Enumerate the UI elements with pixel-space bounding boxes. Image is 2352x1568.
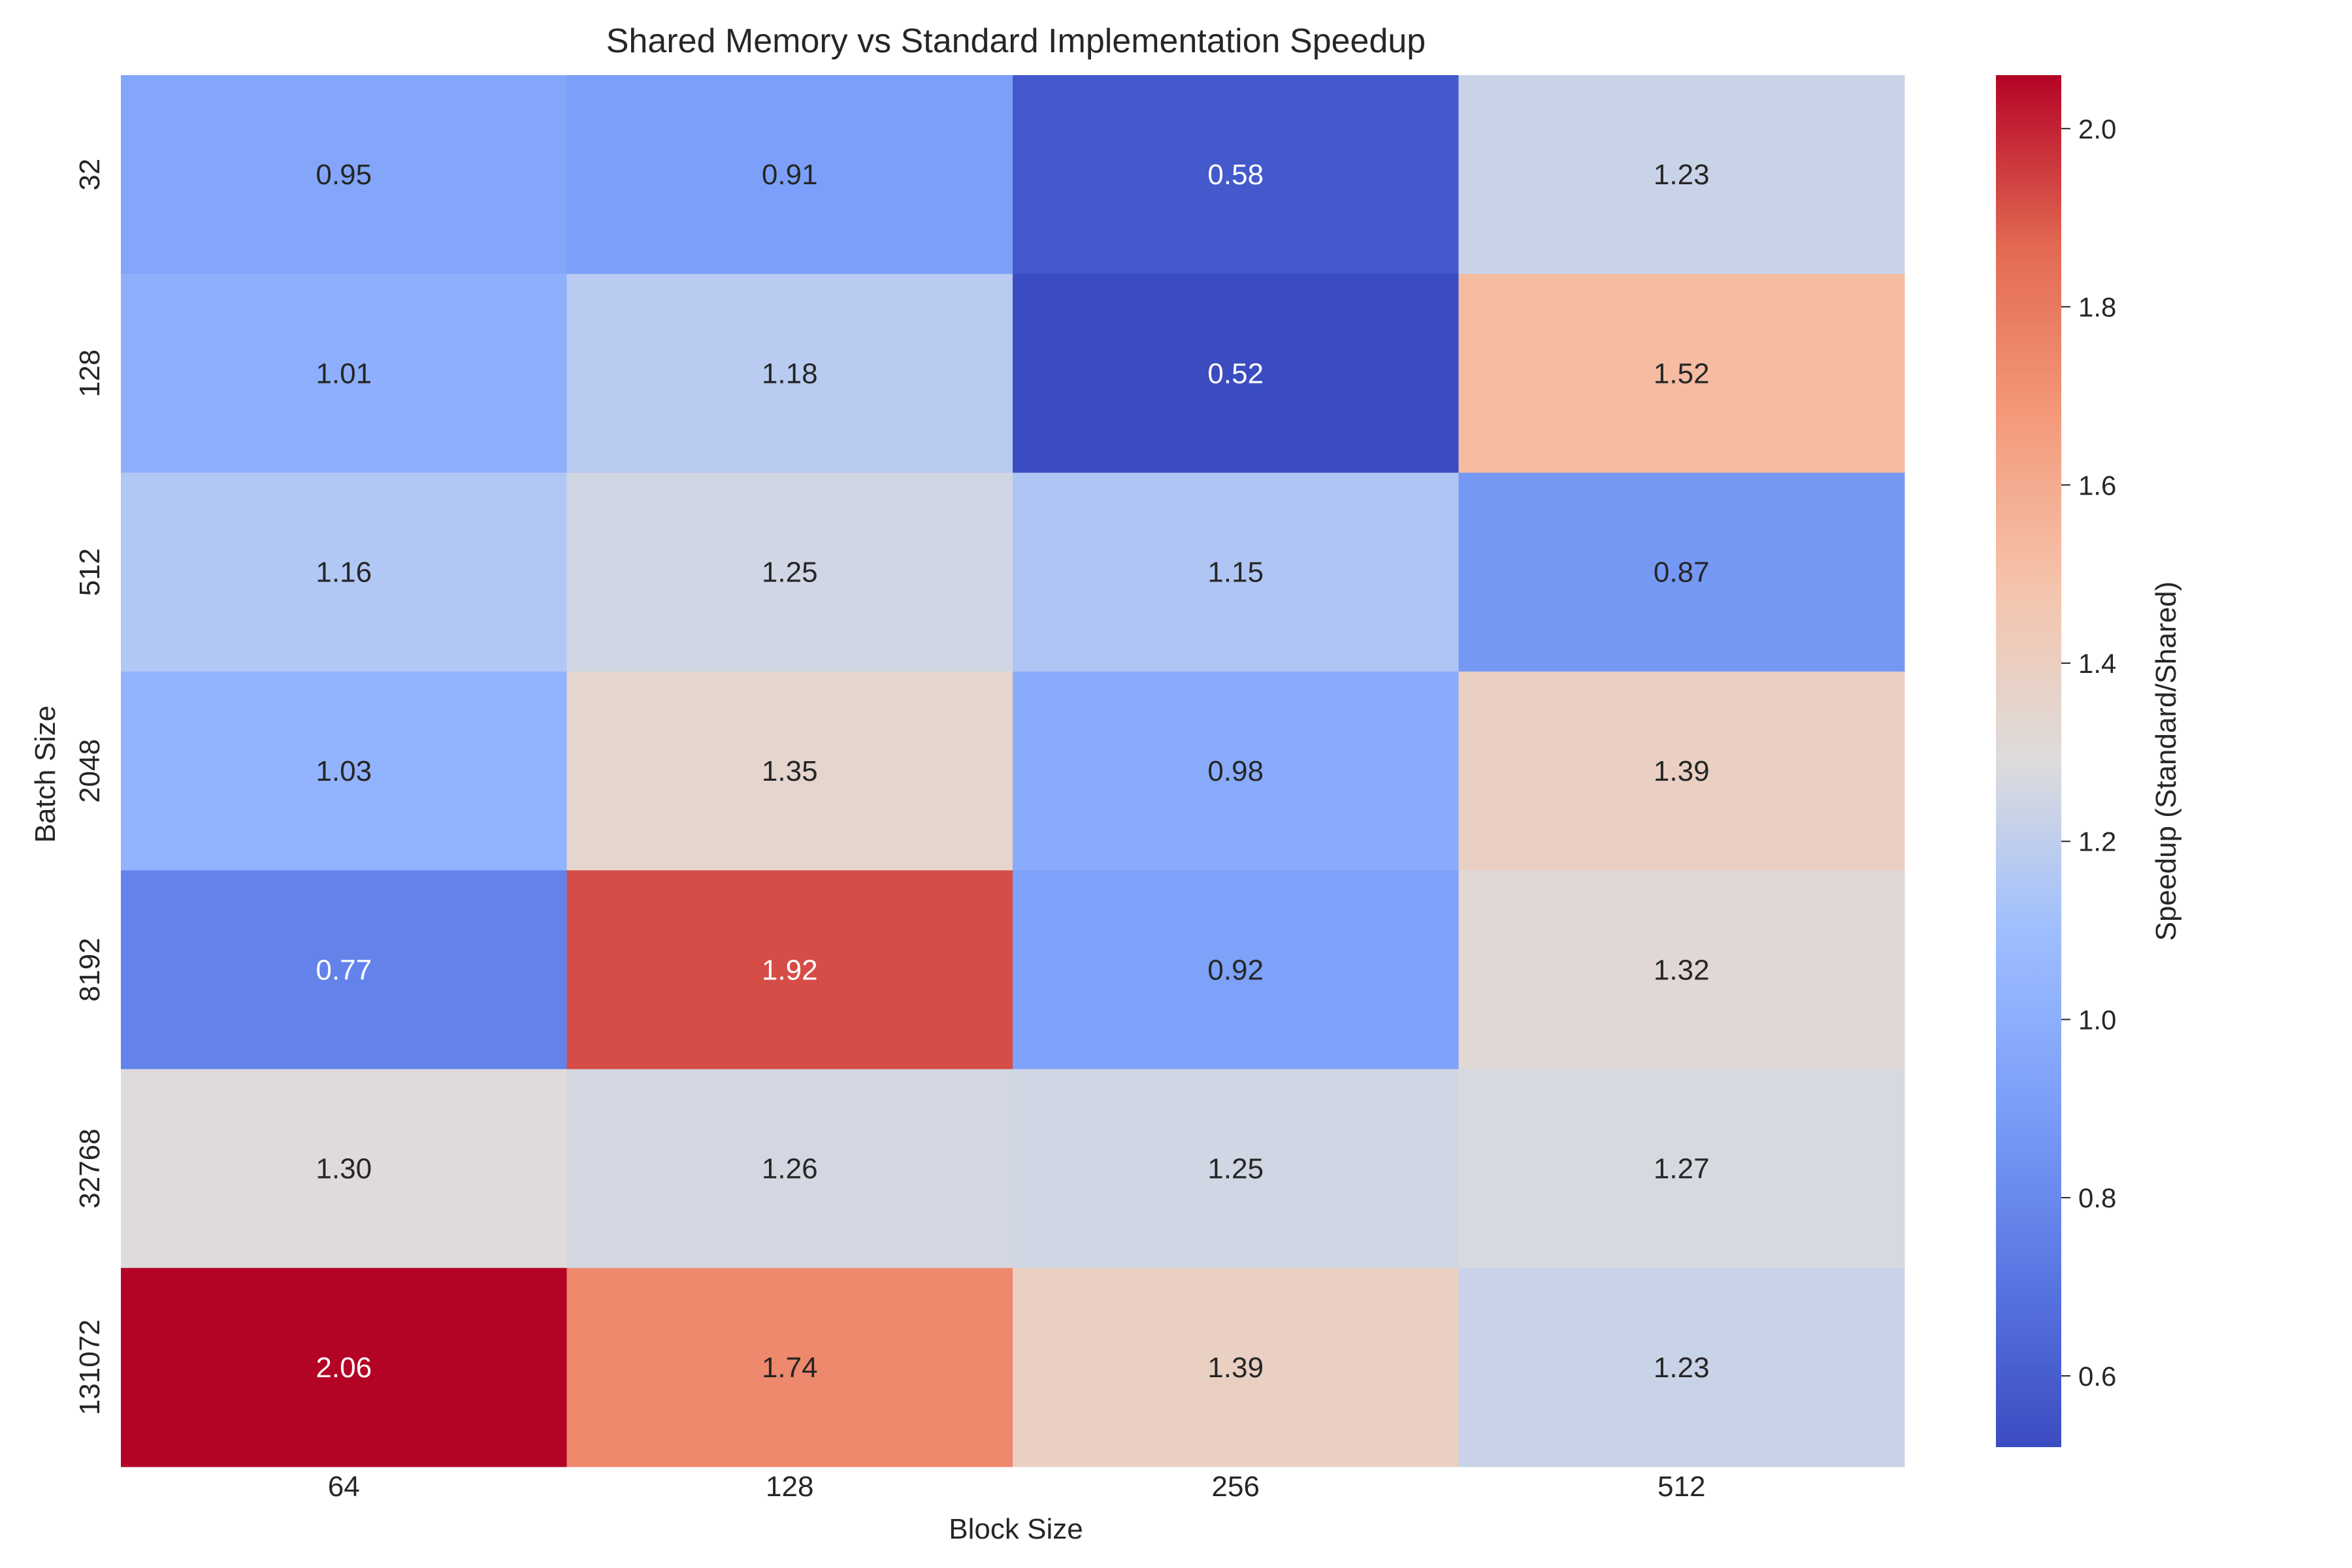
y-tick-label: 32768	[74, 1128, 106, 1208]
heatmap-cell	[566, 472, 1013, 672]
heatmap-cell	[566, 671, 1013, 871]
cell-value-label: 0.87	[1654, 557, 1710, 589]
cell-value-label: 1.03	[316, 755, 372, 787]
heatmap-cell	[121, 75, 567, 274]
x-axis-label: Block Size	[949, 1513, 1083, 1545]
cell-value-label: 0.77	[316, 954, 372, 986]
y-tick-label: 131072	[74, 1319, 106, 1415]
cell-value-label: 1.27	[1654, 1153, 1710, 1185]
cell-value-label: 1.25	[762, 557, 818, 589]
heatmap-cell	[121, 472, 567, 672]
colorbar-tick-label: 0.8	[2078, 1183, 2116, 1213]
heatmap-cell	[1013, 1069, 1459, 1269]
y-tick-label: 32	[74, 159, 106, 191]
cell-value-label: 0.98	[1207, 755, 1264, 787]
heatmap-cell	[1458, 472, 1905, 672]
heatmap-cells: 0.95 0.91 0.58 1.23 1.01 1.18 0.52 1.52 1.16 1.25…	[121, 75, 1905, 1467]
cell-value-label: 1.39	[1207, 1352, 1264, 1384]
colorbar-tick-label: 1.4	[2078, 648, 2116, 679]
cell-value-label: 1.39	[1654, 755, 1710, 787]
cell-value-label: 1.35	[762, 755, 818, 787]
heatmap-cell	[1458, 274, 1905, 474]
cell-value-label: 1.92	[762, 954, 818, 986]
x-tick-labels: 64 128 256 512	[328, 1471, 1706, 1503]
heatmap-cell	[566, 75, 1013, 274]
x-tick-label: 64	[328, 1471, 360, 1503]
x-tick-label: 128	[766, 1471, 813, 1503]
y-tick-label: 8192	[74, 938, 106, 1002]
cell-value-label: 2.06	[316, 1352, 372, 1384]
cell-value-label: 1.23	[1654, 159, 1710, 191]
heatmap-cell	[121, 1069, 567, 1269]
heatmap-cell	[1013, 472, 1459, 672]
cell-value-label: 1.74	[762, 1352, 818, 1384]
colorbar-label: Speedup (Standard/Shared)	[2150, 581, 2182, 941]
colorbar	[1996, 75, 2061, 1447]
cell-value-label: 0.92	[1207, 954, 1264, 986]
colorbar-tick-label: 1.8	[2078, 292, 2116, 323]
heatmap-cell	[1458, 1069, 1905, 1269]
cell-value-label: 0.58	[1207, 159, 1264, 191]
heatmap-cell	[1458, 75, 1905, 274]
cell-value-label: 0.95	[316, 159, 372, 191]
y-tick-label: 2048	[74, 739, 106, 803]
heatmap-cell	[1013, 274, 1459, 474]
heatmap-cell	[1458, 1267, 1905, 1467]
cell-value-label: 1.16	[316, 557, 372, 589]
y-tick-labels: 32 128 512 2048 8192 32768 131072	[74, 159, 106, 1416]
heatmap-cell	[1013, 870, 1459, 1070]
x-tick-label: 256	[1212, 1471, 1260, 1503]
heatmap-cell	[121, 1267, 567, 1467]
colorbar-tick-label: 0.6	[2078, 1361, 2116, 1392]
colorbar-tick-label: 2.0	[2078, 114, 2116, 144]
cell-value-label: 1.52	[1654, 357, 1710, 389]
cell-value-label: 1.30	[316, 1153, 372, 1185]
colorbar-ticks: 0.6 0.8 1.0 1.2 1.4 1.6 1.8 2.0	[2061, 114, 2116, 1392]
colorbar-tick-label: 1.2	[2078, 826, 2116, 857]
cell-value-label: 1.26	[762, 1153, 818, 1185]
heatmap-cell	[1458, 671, 1905, 871]
cell-value-label: 0.91	[762, 159, 818, 191]
y-tick-label: 128	[74, 350, 106, 397]
colorbar-tick-label: 1.0	[2078, 1004, 2116, 1035]
heatmap-cell	[566, 870, 1013, 1070]
cell-value-label: 1.18	[762, 357, 818, 389]
cell-value-label: 0.52	[1207, 357, 1264, 389]
heatmap-cell	[121, 870, 567, 1070]
heatmap-cell	[121, 274, 567, 474]
heatmap-cell	[1458, 870, 1905, 1070]
cell-value-label: 1.32	[1654, 954, 1710, 986]
cell-value-label: 1.25	[1207, 1153, 1264, 1185]
y-tick-label: 512	[74, 548, 106, 596]
heatmap-cell	[566, 1267, 1013, 1467]
y-axis-label: Batch Size	[29, 706, 61, 843]
heatmap-cell	[1013, 1267, 1459, 1467]
heatmap-cell	[566, 1069, 1013, 1269]
heatmap-cell	[1013, 75, 1459, 274]
cell-value-label: 1.15	[1207, 557, 1264, 589]
x-tick-label: 512	[1658, 1471, 1705, 1503]
cell-value-label: 1.01	[316, 357, 372, 389]
colorbar-tick-label: 1.6	[2078, 470, 2116, 500]
heatmap-cell	[566, 274, 1013, 474]
heatmap-cell	[121, 671, 567, 871]
heatmap-cell	[1013, 671, 1459, 871]
cell-value-label: 1.23	[1654, 1352, 1710, 1384]
chart-title: Shared Memory vs Standard Implementation…	[606, 22, 1426, 60]
